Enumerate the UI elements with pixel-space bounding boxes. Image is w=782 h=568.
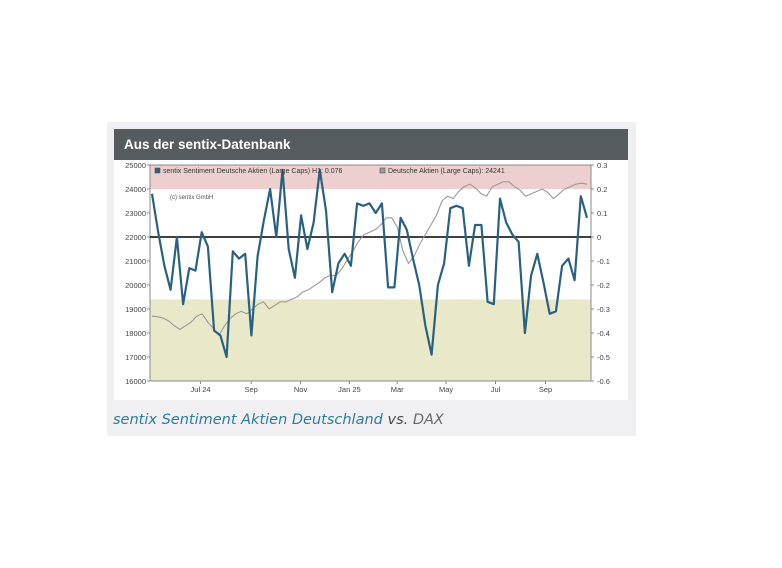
legend-swatch (154, 167, 161, 174)
plot-frame (149, 164, 592, 382)
card-title: Aus der sentix-Datenbank (114, 129, 628, 160)
chart-caption: sentix Sentiment Aktien Deutschland vs. … (113, 412, 444, 428)
x-tick-label: Mar (391, 385, 404, 394)
y-left-tick-label: 24000 (125, 185, 146, 194)
caption-index: DAX (412, 412, 444, 428)
y-right-tick-label: 0.1 (597, 209, 607, 218)
y-left-tick-label: 19000 (125, 305, 146, 314)
caption-vs: vs. (387, 412, 409, 428)
chart-card: Aus der sentix-Datenbank 16000 17000 18000… (107, 122, 636, 436)
y-left-tick-label: 21000 (125, 257, 146, 266)
y-right-tick-label: 0.3 (597, 161, 607, 170)
y-right-tick-label: -0.1 (597, 257, 610, 266)
chart-container: 16000 17000 18000 19000 20000 21000 22000 23000… (114, 160, 628, 400)
watermark-text: (c) sentix GmbH (170, 195, 213, 201)
y-right-tick-label: 0 (597, 233, 601, 242)
y-left-tick-label: 22000 (125, 233, 146, 242)
index-series-line (151, 181, 588, 336)
band-0 (150, 165, 591, 189)
y-left-tick-label: 16000 (125, 377, 146, 386)
x-tick-label: Jan 25 (338, 385, 361, 394)
sentiment-series-line (150, 168, 589, 359)
line-chart: 16000 17000 18000 19000 20000 21000 22000 23000… (125, 161, 610, 394)
y-right-tick-label: -0.4 (597, 329, 610, 338)
y-right-tick-label: -0.2 (597, 281, 610, 290)
y-right-tick-label: 0.2 (597, 185, 607, 194)
y-left-tick-label: 20000 (125, 281, 146, 290)
y-right-tick-label: -0.6 (597, 377, 610, 386)
legend-label: sentix Sentiment Deutsche Aktien (Large … (163, 168, 342, 175)
x-tick-label: May (439, 385, 453, 394)
x-tick-label: Jul 24 (191, 385, 211, 394)
legend-swatch (379, 167, 386, 174)
y-right-tick-label: -0.3 (597, 305, 610, 314)
band-1 (150, 299, 591, 381)
y-left-tick-label: 17000 (125, 353, 146, 362)
caption-series-name: sentix Sentiment Aktien Deutschland (113, 412, 383, 428)
y-left-tick-label: 18000 (125, 329, 146, 338)
y-left-tick-label: 25000 (125, 161, 146, 170)
x-tick-label: Sep (539, 385, 552, 394)
y-left-tick-label: 23000 (125, 209, 146, 218)
x-tick-label: Sep (244, 385, 257, 394)
x-tick-label: Jul (491, 385, 501, 394)
y-right-tick-label: -0.5 (597, 353, 610, 362)
x-tick-label: Nov (294, 385, 308, 394)
legend-label: Deutsche Aktien (Large Caps): 24241 (388, 168, 505, 175)
